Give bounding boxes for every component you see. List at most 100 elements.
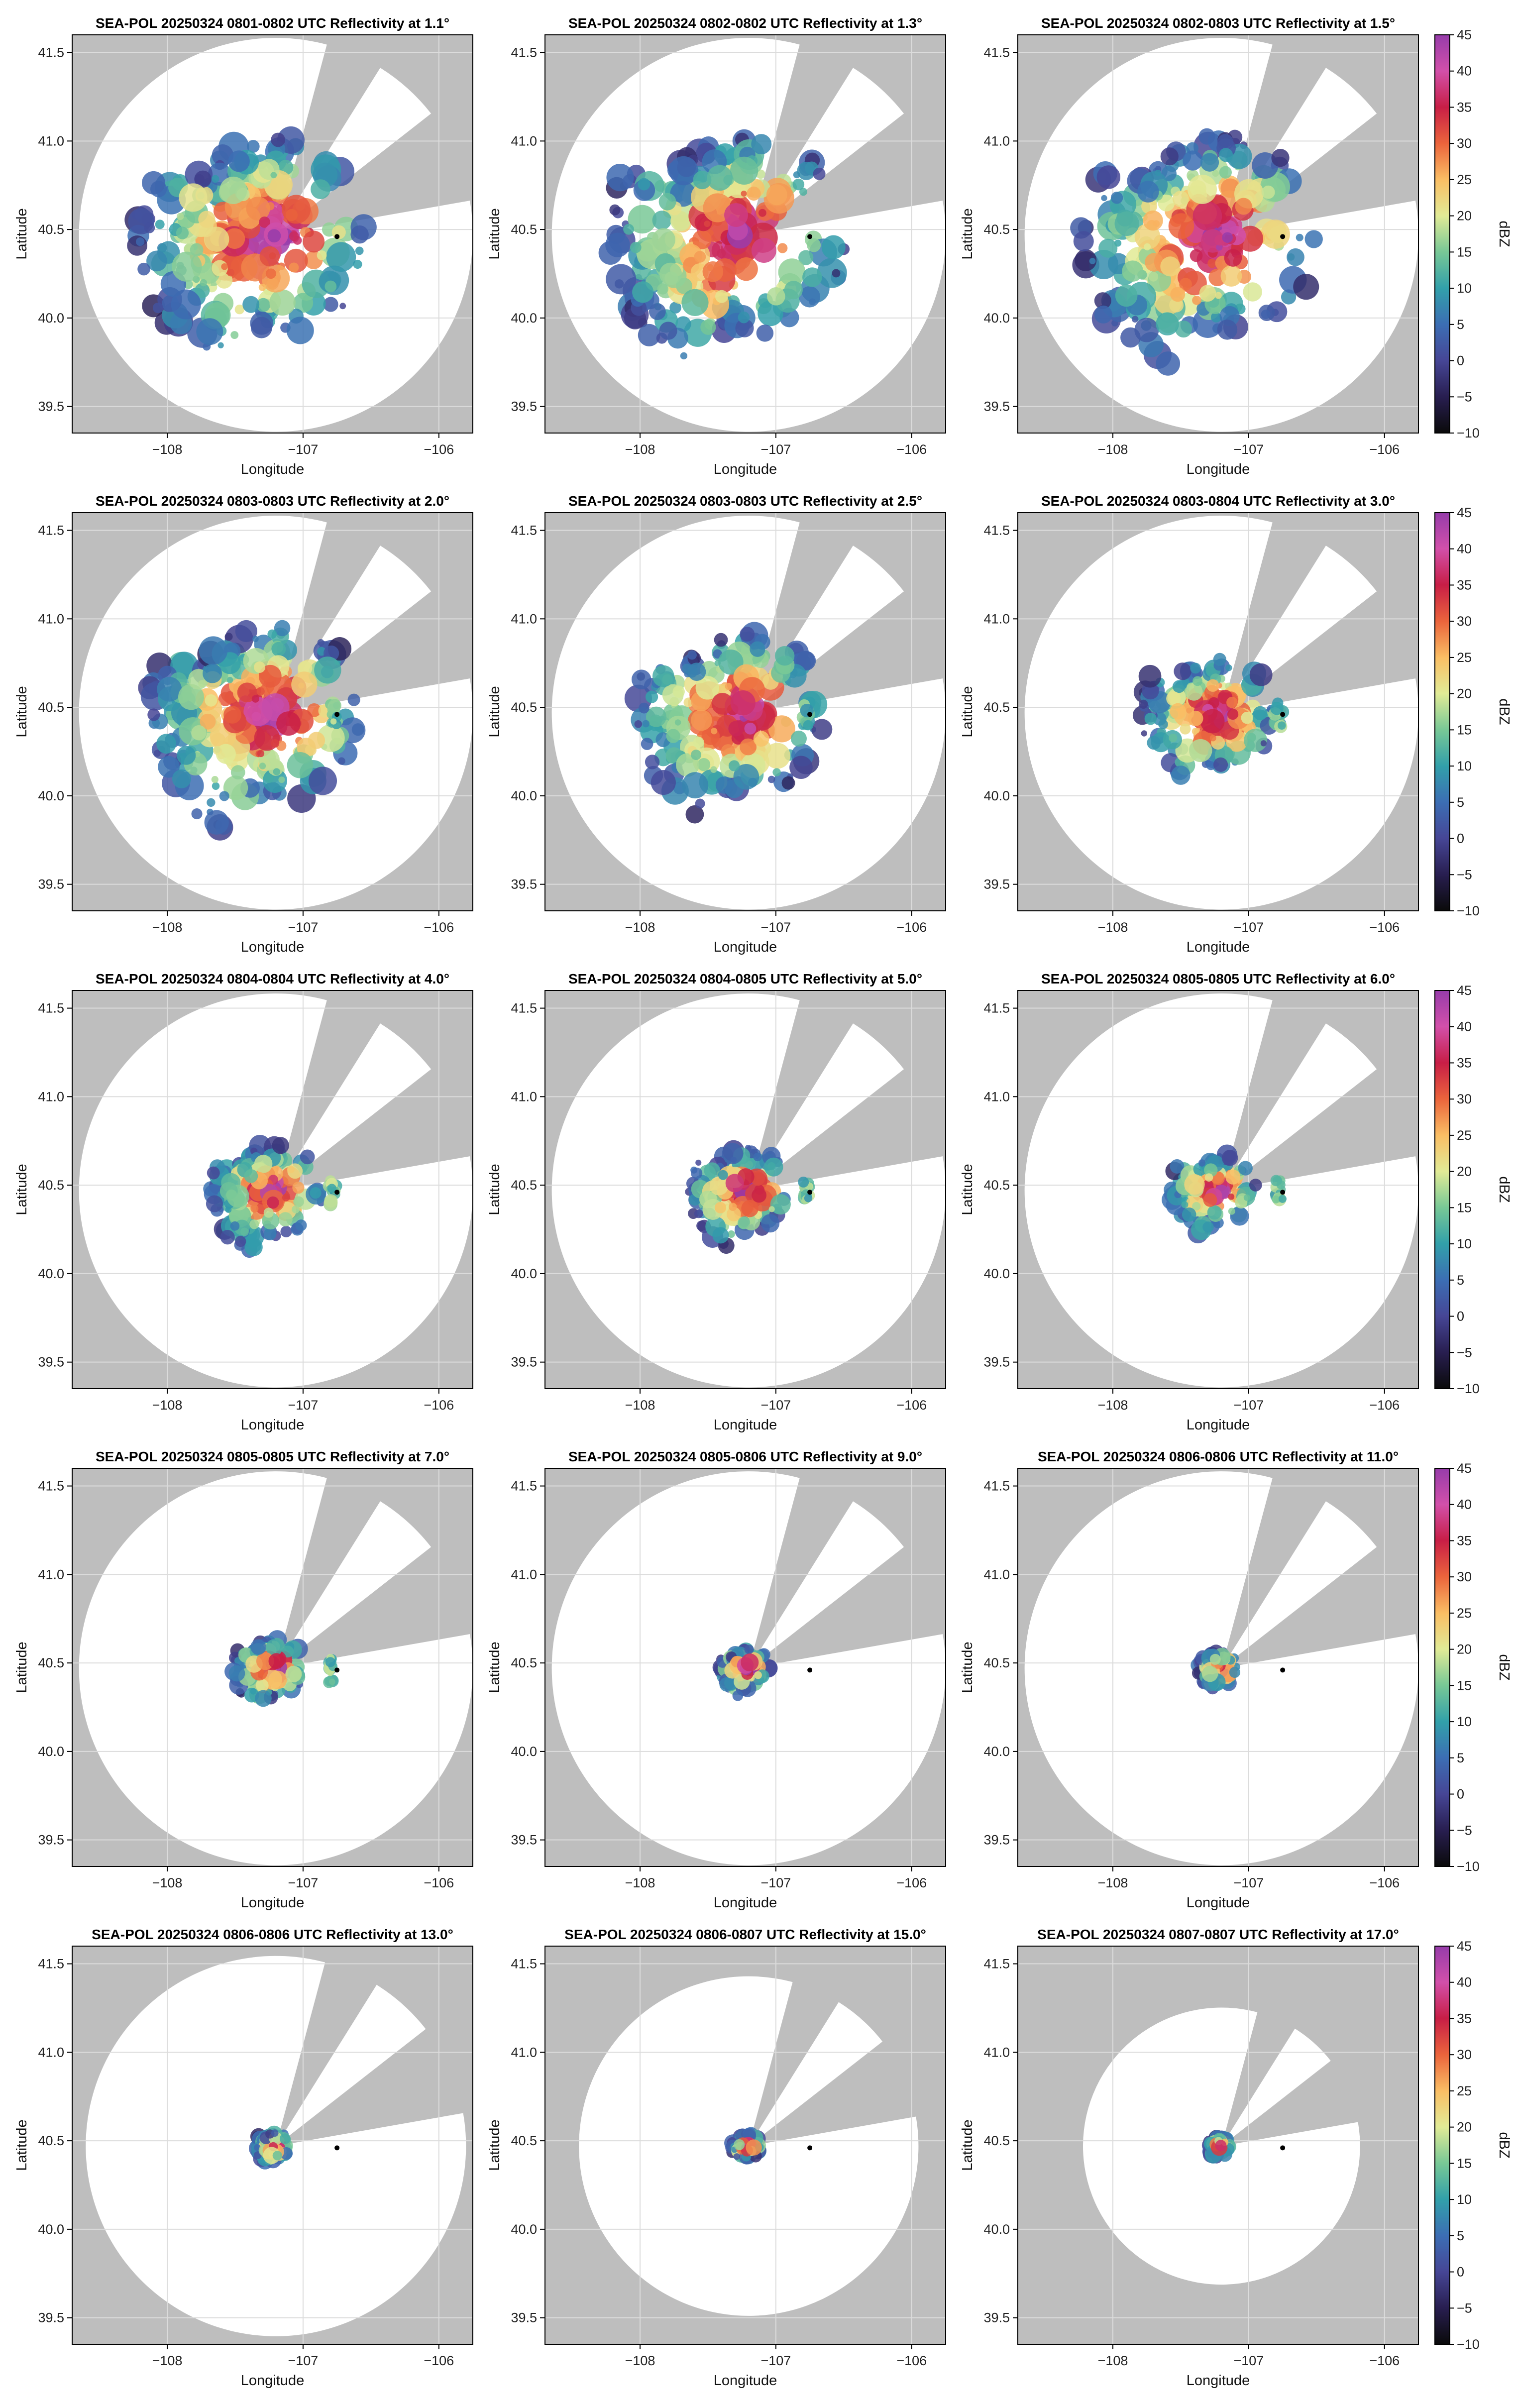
x-tick-label: −108 xyxy=(625,2353,655,2368)
colorbar-tick-label: 30 xyxy=(1457,1092,1472,1106)
x-tick-label: −107 xyxy=(1233,1875,1264,1890)
echo-cell xyxy=(1243,1194,1250,1201)
axes-frame xyxy=(72,1946,473,2345)
echo-cell xyxy=(740,627,755,642)
axes-frame xyxy=(72,1468,473,1867)
echo-cell xyxy=(220,1230,235,1245)
site-marker xyxy=(1280,1190,1286,1195)
echo-cell xyxy=(641,738,653,750)
echo-cell xyxy=(326,242,356,272)
echo-cell xyxy=(821,235,846,259)
echo-cell xyxy=(317,639,325,646)
echo-cell xyxy=(224,228,245,249)
echo-cell xyxy=(271,642,286,657)
echo-cell xyxy=(1215,2140,1227,2152)
colorbar-tick-label: 20 xyxy=(1457,2120,1472,2135)
echo-cell xyxy=(753,731,769,747)
echo-cell xyxy=(255,1679,269,1692)
colorbar-tick-label: −5 xyxy=(1457,2300,1472,2315)
echo-cell xyxy=(226,269,235,277)
x-axis-label: Longitude xyxy=(714,461,777,477)
y-tick-label: 41.5 xyxy=(38,1001,64,1016)
echo-cell xyxy=(144,222,155,233)
echo-cell xyxy=(293,1196,304,1207)
echo-cell xyxy=(1168,213,1194,239)
panel-title: SEA-POL 20250324 0803-0804 UTC Reflectiv… xyxy=(1041,493,1395,509)
echo-cell xyxy=(285,1665,302,1682)
echo-cell xyxy=(741,1653,759,1672)
y-tick-label: 41.5 xyxy=(511,1957,537,1971)
echo-cell xyxy=(279,2133,291,2144)
echo-cell xyxy=(681,289,709,316)
echo-cell xyxy=(223,775,248,800)
echo-cell xyxy=(632,281,654,303)
echo-cell xyxy=(693,171,712,190)
echo-cell xyxy=(764,1157,783,1177)
echo-cell xyxy=(219,791,229,801)
y-tick-label: 39.5 xyxy=(983,877,1010,892)
echo-cell xyxy=(725,1174,744,1193)
y-tick-label: 41.5 xyxy=(38,523,64,538)
y-tick-label: 39.5 xyxy=(38,1833,64,1848)
y-tick-label: 39.5 xyxy=(511,877,537,892)
echo-cell xyxy=(200,713,216,730)
echo-cell xyxy=(737,1216,751,1229)
colorbar-label: dBZ xyxy=(1496,698,1512,725)
echo-cell xyxy=(778,258,806,286)
echo-cell xyxy=(796,651,816,671)
echo-cell-east xyxy=(1278,1195,1287,1203)
echo-cell xyxy=(254,1155,273,1173)
colorbar-tick-label: 40 xyxy=(1457,542,1472,556)
echo-cell xyxy=(687,662,706,681)
echo-cell xyxy=(191,808,203,820)
echo-cell xyxy=(715,776,733,794)
echo-cell xyxy=(1131,316,1139,323)
y-tick-label: 40.0 xyxy=(511,788,537,803)
x-tick-label: −107 xyxy=(288,442,318,457)
echo-cell xyxy=(263,1207,274,1218)
y-tick-label: 39.5 xyxy=(511,2310,537,2325)
echo-cell xyxy=(1226,696,1238,708)
y-tick-label: 39.5 xyxy=(38,2310,64,2325)
echo-cell xyxy=(1170,1159,1185,1174)
y-tick-label: 41.0 xyxy=(38,1089,64,1104)
echo-cell xyxy=(714,633,728,647)
echo-cell xyxy=(1185,683,1203,701)
echo-cell xyxy=(250,317,272,338)
x-axis-label: Longitude xyxy=(714,1417,777,1433)
y-tick-label: 40.0 xyxy=(38,1266,64,1281)
echo-cell xyxy=(799,286,820,308)
echo-cell-east xyxy=(330,718,337,725)
echo-cell xyxy=(293,293,314,313)
panel-title: SEA-POL 20250324 0801-0802 UTC Reflectiv… xyxy=(96,15,449,31)
echo-cell xyxy=(292,1181,305,1194)
echo-cell xyxy=(1143,210,1163,231)
y-tick-label: 41.0 xyxy=(38,611,64,626)
echo-cell xyxy=(1192,201,1222,231)
y-tick-label: 41.5 xyxy=(511,1001,537,1016)
reflectivity-echo xyxy=(224,1630,339,1707)
echo-cell-east xyxy=(327,1184,337,1194)
colorbar-tick-label: 10 xyxy=(1457,759,1472,773)
colorbar-tick-label: 40 xyxy=(1457,1975,1472,1990)
echo-cell xyxy=(1207,1205,1222,1220)
echo-cell xyxy=(772,768,781,776)
echo-cell-east xyxy=(1270,701,1284,715)
echo-cell xyxy=(177,746,196,765)
echo-cell xyxy=(264,1227,277,1240)
echo-cell xyxy=(1155,169,1161,176)
echo-cell xyxy=(276,711,301,736)
echo-cell xyxy=(807,238,821,252)
echo-cell xyxy=(350,225,369,244)
echo-cell xyxy=(691,750,702,761)
echo-cell xyxy=(1296,233,1303,241)
echo-cell xyxy=(1137,181,1159,203)
echo-cell xyxy=(252,636,259,643)
echo-cell xyxy=(702,261,724,282)
echo-cell xyxy=(1213,653,1226,666)
colorbar-tick-label: −5 xyxy=(1457,1823,1472,1838)
panel-title: SEA-POL 20250324 0802-0802 UTC Reflectiv… xyxy=(568,15,922,31)
echo-cell xyxy=(285,209,298,221)
y-tick-label: 41.0 xyxy=(983,1567,1010,1582)
